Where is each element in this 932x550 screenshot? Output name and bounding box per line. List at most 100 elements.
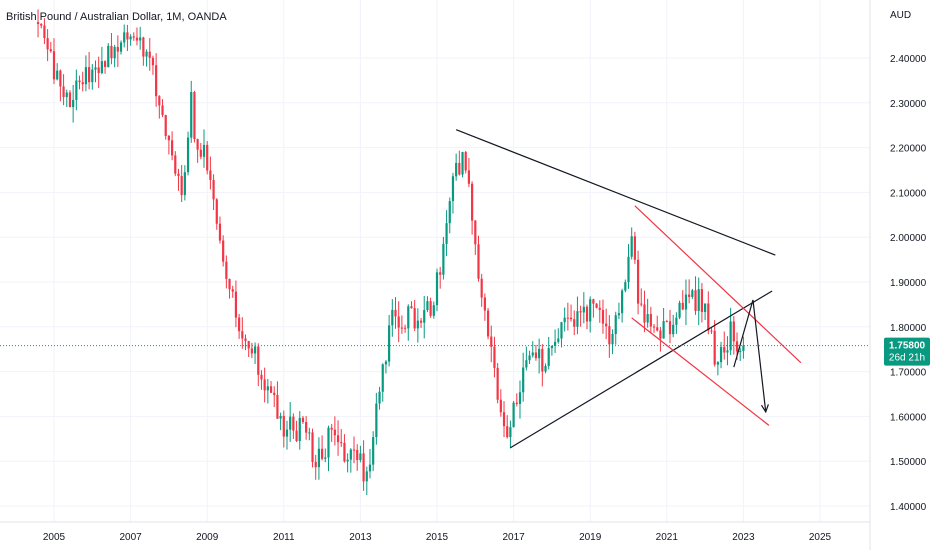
y-tick-label: 1.80000 (890, 323, 927, 334)
candle-body (700, 289, 704, 312)
candle (672, 314, 675, 338)
price-axis[interactable]: 2.40000 2.30000 2.20000 2.10000 2.00000 1.900… (890, 54, 927, 513)
candle-body (633, 236, 636, 260)
projection-arrow[interactable] (733, 299, 767, 412)
candle-body (681, 302, 684, 310)
candle-body (640, 303, 643, 305)
candle (88, 51, 91, 90)
candle-body (426, 301, 429, 311)
candle-body (202, 144, 206, 157)
candle (557, 328, 560, 344)
candle-body (490, 336, 493, 347)
candle-body (308, 432, 311, 434)
candle (305, 416, 308, 440)
candle-body (314, 461, 317, 468)
candle-body (592, 299, 595, 304)
candle (585, 304, 589, 330)
candle (308, 427, 311, 441)
candle-body (180, 175, 183, 196)
candle-body (672, 324, 675, 335)
candle (659, 327, 662, 352)
candle (65, 89, 68, 107)
candle-body (455, 162, 458, 177)
candle (206, 141, 209, 175)
candle-body (688, 294, 691, 297)
y-tick-label: 2.30000 (890, 99, 927, 110)
candle-body (119, 42, 123, 52)
candle-body (423, 310, 426, 323)
candle-body (391, 309, 394, 326)
candle-body (413, 308, 416, 329)
black-trendline[interactable] (510, 290, 773, 449)
candle-body (538, 348, 541, 359)
candle-body (614, 315, 617, 335)
symbol-title[interactable]: British Pound / Australian Dollar, 1M, O… (6, 11, 227, 23)
candle (381, 363, 384, 402)
candle (298, 411, 301, 450)
price-badge[interactable]: 1.75800 26d 21h (884, 337, 930, 366)
candle (359, 445, 362, 463)
candle-body (218, 223, 222, 241)
candle (716, 361, 719, 376)
candle-body (190, 91, 193, 138)
candle-body (250, 348, 253, 354)
candle-body (59, 70, 62, 87)
candle-body (560, 322, 563, 339)
pink-trendline[interactable] (634, 205, 802, 364)
time-axis[interactable]: 2005 2007 2009 2011 2013 2015 2017 2019 2021 2023… (43, 532, 832, 543)
candle (279, 412, 282, 431)
candle (691, 288, 694, 300)
candle-body (518, 392, 522, 404)
candle (222, 235, 225, 267)
candle (515, 393, 518, 407)
candle (145, 49, 148, 67)
candle (697, 277, 700, 326)
candle (129, 34, 132, 46)
y-tick-label: 1.60000 (890, 412, 927, 423)
candle (142, 36, 145, 66)
candle-body (512, 402, 515, 428)
candle-body (585, 306, 589, 322)
candle (103, 60, 107, 74)
candle (132, 32, 135, 41)
black-trendline[interactable] (455, 129, 776, 256)
candle-body (177, 173, 180, 176)
candle-body (123, 32, 126, 43)
candle (538, 338, 541, 374)
candle-body (110, 45, 113, 59)
candle (742, 336, 745, 359)
candle (241, 317, 244, 349)
candle (212, 174, 215, 211)
candle-body (100, 61, 103, 74)
candle-body (151, 57, 155, 66)
candle (378, 386, 381, 410)
candle (688, 279, 691, 304)
candle (56, 63, 59, 81)
candle (228, 278, 231, 299)
candle-body (713, 330, 716, 365)
candle-body (349, 449, 352, 460)
candle (317, 437, 321, 480)
candle (668, 309, 672, 344)
candle-body (56, 70, 59, 80)
candle (97, 56, 100, 88)
candle (531, 341, 534, 358)
candle (126, 24, 129, 52)
candle (330, 424, 333, 442)
candle (72, 84, 75, 123)
candle (225, 255, 228, 289)
candle-body (458, 162, 461, 175)
candle-body (142, 37, 145, 57)
pink-trendline[interactable] (631, 317, 770, 426)
candle-body (228, 278, 231, 290)
candle (52, 38, 56, 85)
candle (458, 150, 461, 176)
candle (413, 300, 416, 332)
candle-body (247, 340, 250, 349)
candle-body (499, 399, 502, 413)
candle-body (493, 346, 496, 368)
candle (486, 307, 490, 340)
candle-body (273, 392, 276, 396)
candle (509, 420, 512, 449)
